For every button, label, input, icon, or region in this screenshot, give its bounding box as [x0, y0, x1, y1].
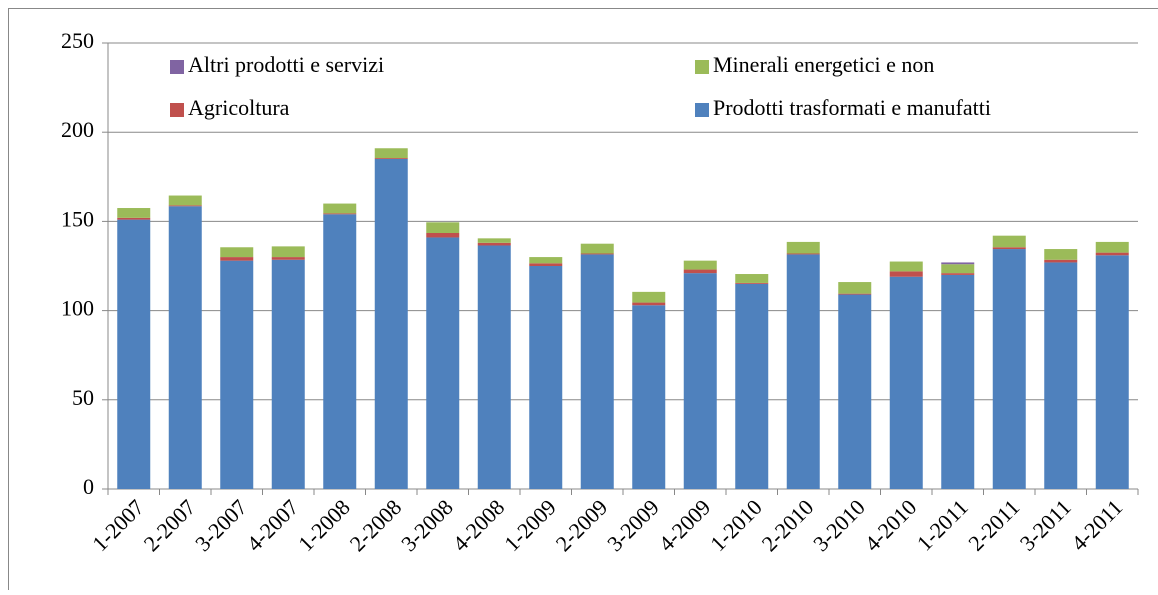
x-tick-label: 1-2009 — [499, 494, 561, 556]
bar-segment — [632, 303, 665, 306]
bar-segment — [529, 266, 562, 489]
bar-segment — [220, 261, 253, 489]
x-tick-label: 1-2008 — [293, 494, 355, 556]
bar-segment — [375, 158, 408, 159]
bar-segment — [323, 204, 356, 214]
legend-swatch — [170, 60, 184, 74]
x-tick-label: 2-2010 — [757, 494, 819, 556]
y-tick-label: 150 — [61, 206, 94, 231]
bar-segment — [993, 249, 1026, 489]
bar-segment — [1044, 262, 1077, 489]
bar-segment — [941, 264, 974, 273]
bar-segment — [117, 218, 150, 220]
bar-segment — [684, 270, 717, 274]
bar-segment — [581, 254, 614, 255]
x-tick-label: 1-2007 — [87, 494, 149, 556]
bar-segment — [426, 233, 459, 237]
bar-segment — [272, 260, 305, 489]
y-tick-label: 100 — [61, 296, 94, 321]
bar-segment — [375, 159, 408, 489]
legend-swatch — [170, 103, 184, 117]
y-tick-label: 250 — [61, 28, 94, 53]
bar-segment — [478, 245, 511, 489]
bar-segment — [787, 254, 820, 489]
bar-segment — [169, 205, 202, 206]
y-tick-label: 200 — [61, 117, 94, 142]
bar-segment — [1044, 260, 1077, 263]
legend-label: Minerali energetici e non — [713, 52, 934, 77]
bar-segment — [478, 243, 511, 246]
bar-segment — [1044, 249, 1077, 260]
bar-segment — [787, 242, 820, 254]
bar-segment — [838, 282, 871, 294]
bar-segment — [735, 283, 768, 284]
bar-segment — [529, 257, 562, 263]
bar-segment — [426, 237, 459, 489]
bar-segment — [632, 292, 665, 303]
bar-segment — [169, 196, 202, 206]
x-tick-label: 3-2009 — [602, 494, 664, 556]
legend-label: Altri prodotti e servizi — [188, 52, 384, 77]
bar-segment — [220, 257, 253, 261]
bar-segment — [169, 206, 202, 489]
y-tick-label: 0 — [83, 474, 94, 499]
x-tick-label: 1-2011 — [912, 494, 973, 555]
bar-segment — [323, 213, 356, 214]
x-tick-label: 3-2008 — [396, 494, 458, 556]
bar-segment — [426, 222, 459, 233]
y-tick-label: 50 — [72, 385, 94, 410]
bar-segment — [890, 271, 923, 276]
bar-segment — [272, 246, 305, 257]
bar-segment — [1096, 253, 1129, 256]
bar-segment — [581, 254, 614, 489]
legend-swatch — [695, 60, 709, 74]
bar-segment — [787, 254, 820, 255]
bar-segment — [735, 284, 768, 489]
bar-segment — [375, 148, 408, 158]
bar-segment — [838, 294, 871, 295]
x-tick-label: 4-2008 — [448, 494, 510, 556]
bar-segment — [941, 275, 974, 489]
bar-segment — [993, 247, 1026, 249]
bar-segment — [838, 295, 871, 489]
bar-segment — [478, 238, 511, 242]
legend-label: Prodotti trasformati e manufatti — [713, 95, 991, 120]
bar-segment — [684, 261, 717, 270]
x-tick-label: 3-2011 — [1015, 494, 1076, 555]
bar-segment — [684, 273, 717, 489]
bar-segment — [581, 244, 614, 254]
x-tick-label: 2-2011 — [963, 494, 1024, 555]
bar-segment — [890, 262, 923, 272]
x-tick-label: 2-2009 — [551, 494, 613, 556]
legend-swatch — [695, 103, 709, 117]
bar-segment — [735, 274, 768, 283]
x-tick-label: 3-2010 — [808, 494, 870, 556]
bar-segment — [529, 263, 562, 266]
bar-segment — [1096, 242, 1129, 253]
bar-segment — [117, 220, 150, 489]
bar-segment — [1096, 255, 1129, 489]
bar-segment — [272, 257, 305, 260]
bar-segment — [323, 214, 356, 489]
bar-segment — [993, 236, 1026, 248]
x-tick-label: 1-2010 — [705, 494, 767, 556]
bar-segment — [890, 277, 923, 489]
bar-segment — [117, 208, 150, 218]
x-tick-label: 4-2007 — [242, 494, 304, 556]
bar-segment — [632, 305, 665, 489]
bar-segment — [220, 247, 253, 257]
x-tick-label: 2-2008 — [345, 494, 407, 556]
x-tick-label: 4-2010 — [860, 494, 922, 556]
x-tick-label: 3-2007 — [190, 494, 252, 556]
legend-label: Agricoltura — [188, 95, 290, 120]
bar-segment — [941, 262, 974, 264]
x-tick-label: 4-2009 — [654, 494, 716, 556]
bar-segment — [941, 273, 974, 275]
x-tick-label: 2-2007 — [139, 494, 201, 556]
x-tick-label: 4-2011 — [1066, 494, 1127, 555]
